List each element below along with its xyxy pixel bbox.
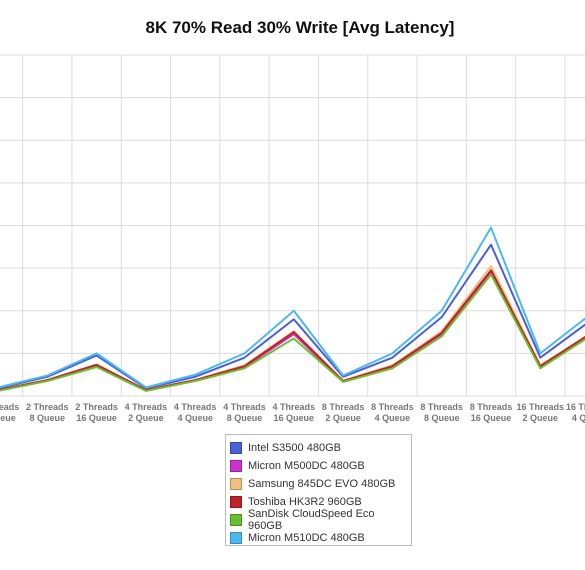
legend-label: Intel S3500 480GB xyxy=(248,442,341,454)
x-tick-label: 4 Threads 2 Queue xyxy=(125,402,168,423)
series-lines xyxy=(0,226,585,392)
series-line-3 xyxy=(0,269,585,392)
legend-item: Intel S3500 480GB xyxy=(230,439,411,457)
legend-label: Toshiba HK3R2 960GB xyxy=(248,496,362,508)
x-tick-label: 8 Threads 4 Queue xyxy=(371,402,414,423)
legend-item: Toshiba HK3R2 960GB xyxy=(230,493,411,511)
legend-item: Micron M500DC 480GB xyxy=(230,457,411,475)
x-tick-label: 8 Threads 16 Queue xyxy=(470,402,513,423)
x-tick-label: 2 Threads 16 Queue xyxy=(75,402,118,423)
x-tick-label: 8 Threads 8 Queue xyxy=(420,402,463,423)
x-tick-label: 4 Threads 8 Queue xyxy=(223,402,266,423)
legend-item: Micron M510DC 480GB xyxy=(230,529,411,547)
legend-label: Samsung 845DC EVO 480GB xyxy=(248,478,396,490)
x-tick-label: 2 Threads 8 Queue xyxy=(26,402,69,423)
x-tick-label: 16 Threads 2 Queue xyxy=(517,402,565,423)
series-line-5 xyxy=(0,226,585,389)
gridlines xyxy=(0,54,585,397)
legend-swatch xyxy=(230,442,242,454)
legend-label: SanDisk CloudSpeed Eco 960GB xyxy=(247,508,375,532)
chart-title: 8K 70% Read 30% Write [Avg Latency] xyxy=(145,18,455,37)
legend-swatch xyxy=(230,514,242,526)
legend-swatch xyxy=(230,532,242,544)
legend-swatch xyxy=(230,496,242,508)
legend-label: Micron M500DC 480GB xyxy=(248,460,365,472)
legend-item: SanDisk CloudSpeed Eco 960GB xyxy=(230,508,411,532)
x-tick-label: 8 Threads 2 Queue xyxy=(322,402,365,423)
legend: Intel S3500 480GB Micron M500DC 480GB Sams… xyxy=(225,434,412,546)
x-tick-label: 4 Threads 4 Queue xyxy=(174,402,217,423)
legend-swatch xyxy=(230,460,242,472)
legend-swatch xyxy=(230,478,242,490)
legend-item: Samsung 845DC EVO 480GB xyxy=(230,475,411,493)
series-line-0 xyxy=(0,243,585,390)
legend-label: Micron M510DC 480GB xyxy=(248,532,365,544)
x-tick-label: 4 Threads 16 Queue xyxy=(273,402,316,423)
series-line-4 xyxy=(0,273,585,392)
